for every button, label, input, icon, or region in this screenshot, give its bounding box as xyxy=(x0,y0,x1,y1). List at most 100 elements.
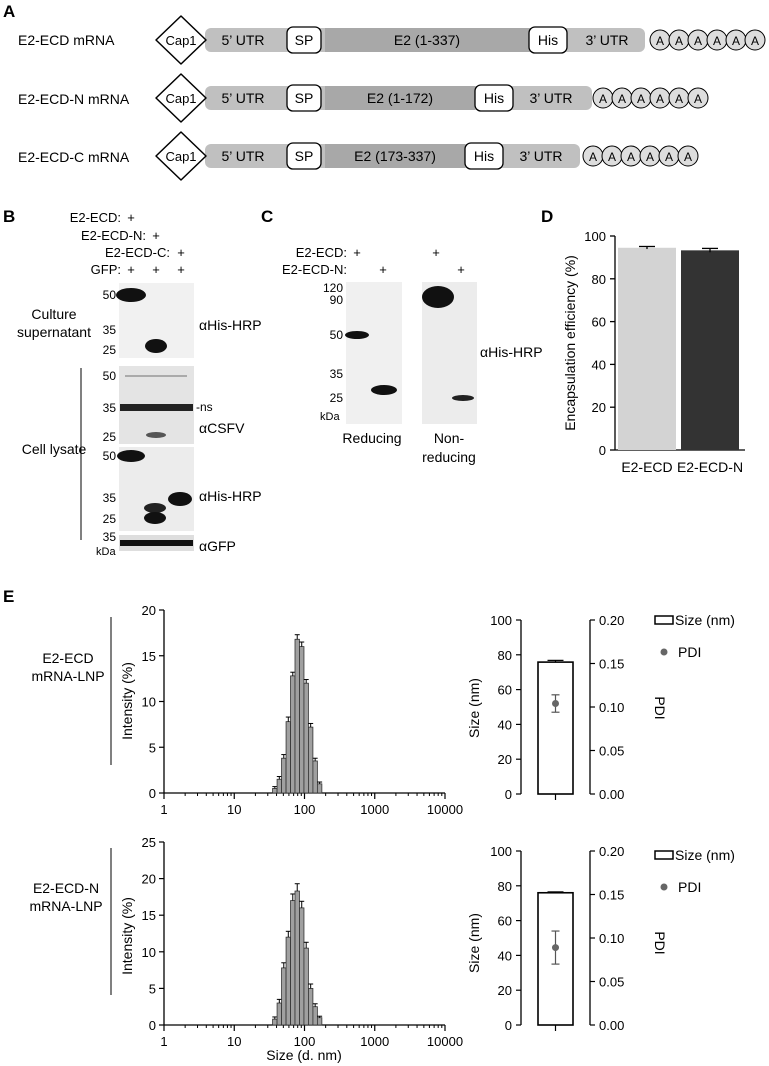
histogram-bar xyxy=(294,638,300,794)
legend-swatch-size xyxy=(654,850,674,860)
condition-label: Reducing xyxy=(342,430,401,446)
x-tick-label: 100 xyxy=(294,1034,316,1049)
band xyxy=(452,395,474,401)
y-tick-label-left: 20 xyxy=(498,983,512,998)
y-axis-label-right: PDI xyxy=(652,696,668,719)
y-tick-label: 80 xyxy=(592,272,606,287)
chart-encapsulation: Encapsulation efficiency (%) 0 20 40 60 80 10… xyxy=(562,229,745,475)
band xyxy=(145,339,167,353)
histogram-bar xyxy=(285,721,291,794)
lane-mark: + xyxy=(457,262,465,277)
y-tick-label-right: 0.15 xyxy=(599,888,624,903)
utr5-label: 5’ UTR xyxy=(221,90,264,106)
size-bar xyxy=(537,661,574,795)
mw-marker: 35 xyxy=(103,491,117,505)
row-label: E2-ECD: xyxy=(70,210,121,225)
y-tick-label-left: 80 xyxy=(498,648,512,663)
utr5-label: 5’ UTR xyxy=(221,148,264,164)
x-tick-label: E2-ECD-N xyxy=(677,459,743,475)
condition-label: reducing xyxy=(422,449,476,465)
poly-a: A xyxy=(751,34,759,48)
band xyxy=(168,492,192,506)
his-box xyxy=(474,84,514,112)
his-label: His xyxy=(484,90,504,106)
utr3-label: 3’ UTR xyxy=(585,32,628,48)
row-label: E2-ECD-C: xyxy=(105,245,170,260)
poly-a: A xyxy=(694,34,702,48)
lane-mark: + xyxy=(432,245,440,260)
antibody-label: αCSFV xyxy=(199,420,245,436)
pdi-point xyxy=(552,700,559,708)
y-tick-label: 5 xyxy=(149,740,156,755)
y-tick-label: 0 xyxy=(149,1018,156,1033)
legend-label: Size (nm) xyxy=(675,847,735,863)
y-axis-label-left: Size (nm) xyxy=(466,913,482,973)
blot-b-supernatant: 50 35 25 αHis-HRP xyxy=(103,283,262,358)
antibody-label: αHis-HRP xyxy=(480,344,543,360)
cap-label: Cap1 xyxy=(165,91,196,106)
y-tick-label-left: 0 xyxy=(505,787,512,802)
x-tick-label: E2-ECD xyxy=(621,459,672,475)
utr3-label: 3’ UTR xyxy=(519,148,562,164)
poly-a: A xyxy=(618,92,626,106)
histogram-bar xyxy=(272,788,278,794)
y-axis-label: Intensity (%) xyxy=(119,897,135,975)
bar xyxy=(681,250,739,450)
histogram-bar xyxy=(290,900,296,1026)
poly-a: A xyxy=(656,34,664,48)
y-tick-label-right: 0.10 xyxy=(599,931,624,946)
y-tick-label-left: 100 xyxy=(490,613,512,628)
legend-label: PDI xyxy=(678,644,701,660)
utr5-label: 5’ UTR xyxy=(221,32,264,48)
mw-marker: 35 xyxy=(103,530,117,544)
x-tick-label: 1 xyxy=(160,802,167,817)
cap-diamond xyxy=(155,73,207,123)
row-label: E2-ECD-N: xyxy=(81,228,146,243)
x-tick-label: 10000 xyxy=(427,802,463,817)
lane-mark: + xyxy=(127,210,135,225)
cap-diamond xyxy=(155,15,207,65)
legend-swatch-pdi xyxy=(660,648,668,656)
y-tick-label-right: 0.05 xyxy=(599,975,624,990)
lane-mark: + xyxy=(127,262,135,277)
histogram-bar xyxy=(299,907,305,1026)
histogram-bar xyxy=(290,675,296,794)
mw-marker: 50 xyxy=(103,288,117,302)
band xyxy=(120,540,193,546)
construct-name: E2-ECD-C mRNA xyxy=(18,149,130,165)
sp-box xyxy=(286,142,322,170)
histogram-bar xyxy=(285,936,291,1026)
cap-diamond xyxy=(155,131,207,181)
mw-marker: 25 xyxy=(330,391,344,405)
y-tick-label: 5 xyxy=(149,981,156,996)
poly-a: A xyxy=(732,34,740,48)
band xyxy=(371,385,397,395)
x-axis-label: Size (d. nm) xyxy=(266,1047,341,1063)
y-tick-label-right: 0.15 xyxy=(599,657,624,672)
legend-swatch-size xyxy=(654,615,674,625)
construct-e2-ecd-c: E2-ECD-C mRNA Cap1 5’ UTR SP E2 (173-337… xyxy=(18,131,699,181)
x-tick-label: 1000 xyxy=(360,1034,389,1049)
mw-marker: 50 xyxy=(103,449,117,463)
histogram-bar xyxy=(281,757,287,794)
lane-mark: + xyxy=(353,245,361,260)
poly-a: A xyxy=(608,150,616,164)
construct-name: E2-ECD-N mRNA xyxy=(18,91,130,107)
chart-size-pdi-ecd-n: Size (nm) PDI Size (nm) PDI 0 20 40 60 80 100… xyxy=(466,844,735,1033)
lane-mark: + xyxy=(152,262,160,277)
band xyxy=(144,512,166,524)
band xyxy=(116,288,146,302)
panel-c-markers: 120 90 50 35 25 kDa xyxy=(320,281,343,423)
histogram-bar xyxy=(281,967,287,1026)
bar xyxy=(618,247,676,450)
construct-e2-ecd-n: E2-ECD-N mRNA Cap1 5’ UTR SP E2 (1-172) … xyxy=(18,73,709,123)
poly-a: A xyxy=(675,34,683,48)
sp-label: SP xyxy=(295,148,314,164)
y-tick-label-right: 0.20 xyxy=(599,844,624,859)
antibody-label: αGFP xyxy=(199,538,236,554)
histogram-bar xyxy=(308,726,314,794)
x-tick-label: 10000 xyxy=(427,1034,463,1049)
panel-letter-a: A xyxy=(3,2,15,21)
ns-label: -ns xyxy=(196,400,213,414)
legend-label: PDI xyxy=(678,879,701,895)
